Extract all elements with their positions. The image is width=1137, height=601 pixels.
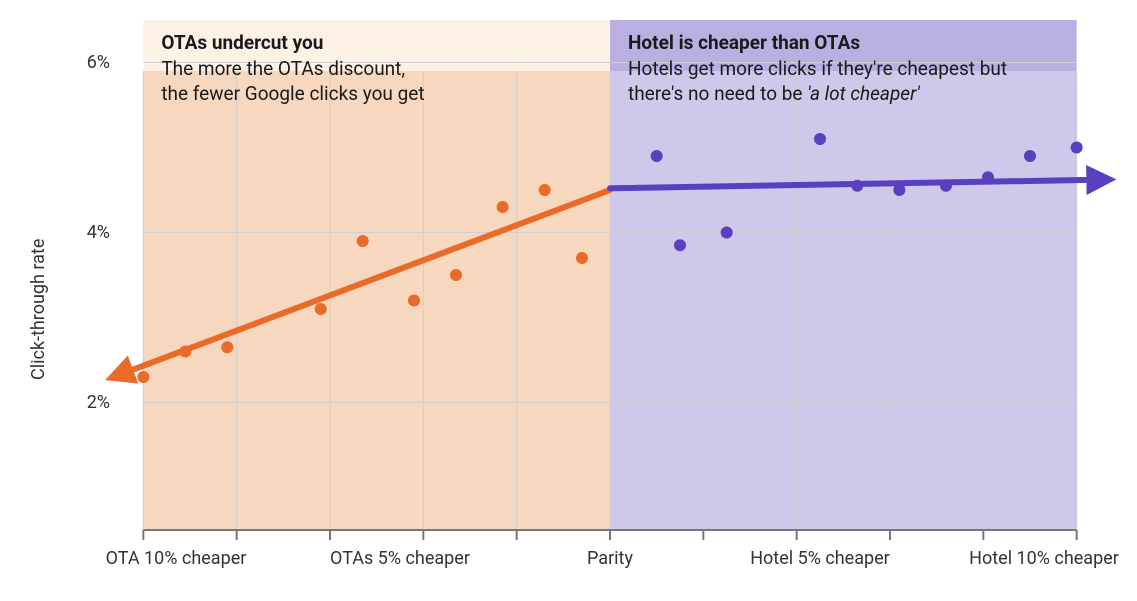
annotation-left-title: OTAs undercut you [161,31,323,54]
x-tick-label: OTA 10% cheaper [76,548,276,569]
scatter-point-left [450,269,462,281]
x-tick-label: Hotel 10% cheaper [944,548,1137,569]
scatter-point-left [576,252,588,264]
scatter-point-right [940,180,952,192]
scatter-point-right [982,171,994,183]
x-tick-label: Parity [510,548,710,569]
scatter-point-left [539,184,551,196]
annotation-right-sub2: there's no need to be 'a lot cheaper' [628,82,920,105]
scatter-point-left [137,371,149,383]
scatter-point-right [1024,150,1036,162]
annotation-right-sub1: Hotels get more clicks if they're cheape… [628,57,1007,80]
x-tick-label: Hotel 5% cheaper [720,548,920,569]
scatter-point-right [851,180,863,192]
annotation-right-title: Hotel is cheaper than OTAs [628,31,860,54]
scatter-point-left [315,303,327,315]
y-tick-label: 2% [70,392,110,413]
scatter-point-right [674,239,686,251]
x-tick-label: OTAs 5% cheaper [300,548,500,569]
scatter-point-right [651,150,663,162]
y-tick-label: 4% [70,222,110,243]
annotation-left: OTAs undercut you The more the OTAs disc… [161,30,424,107]
region-left-band [143,71,610,530]
scatter-point-left [408,295,420,307]
scatter-point-left [221,341,233,353]
scatter-point-right [1071,142,1083,154]
y-tick-label: 6% [70,52,110,73]
scatter-point-right [721,227,733,239]
scatter-point-left [357,235,369,247]
scatter-point-left [497,201,509,213]
y-axis-label: Click-through rate [28,239,49,380]
annotation-left-sub1: The more the OTAs discount, [161,57,405,80]
region-right-band [610,71,1077,530]
scatter-point-left [179,346,191,358]
annotation-right: Hotel is cheaper than OTAs Hotels get mo… [628,30,1007,107]
scatter-point-right [893,184,905,196]
scatter-point-right [814,133,826,145]
annotation-left-sub2: the fewer Google clicks you get [161,82,424,105]
